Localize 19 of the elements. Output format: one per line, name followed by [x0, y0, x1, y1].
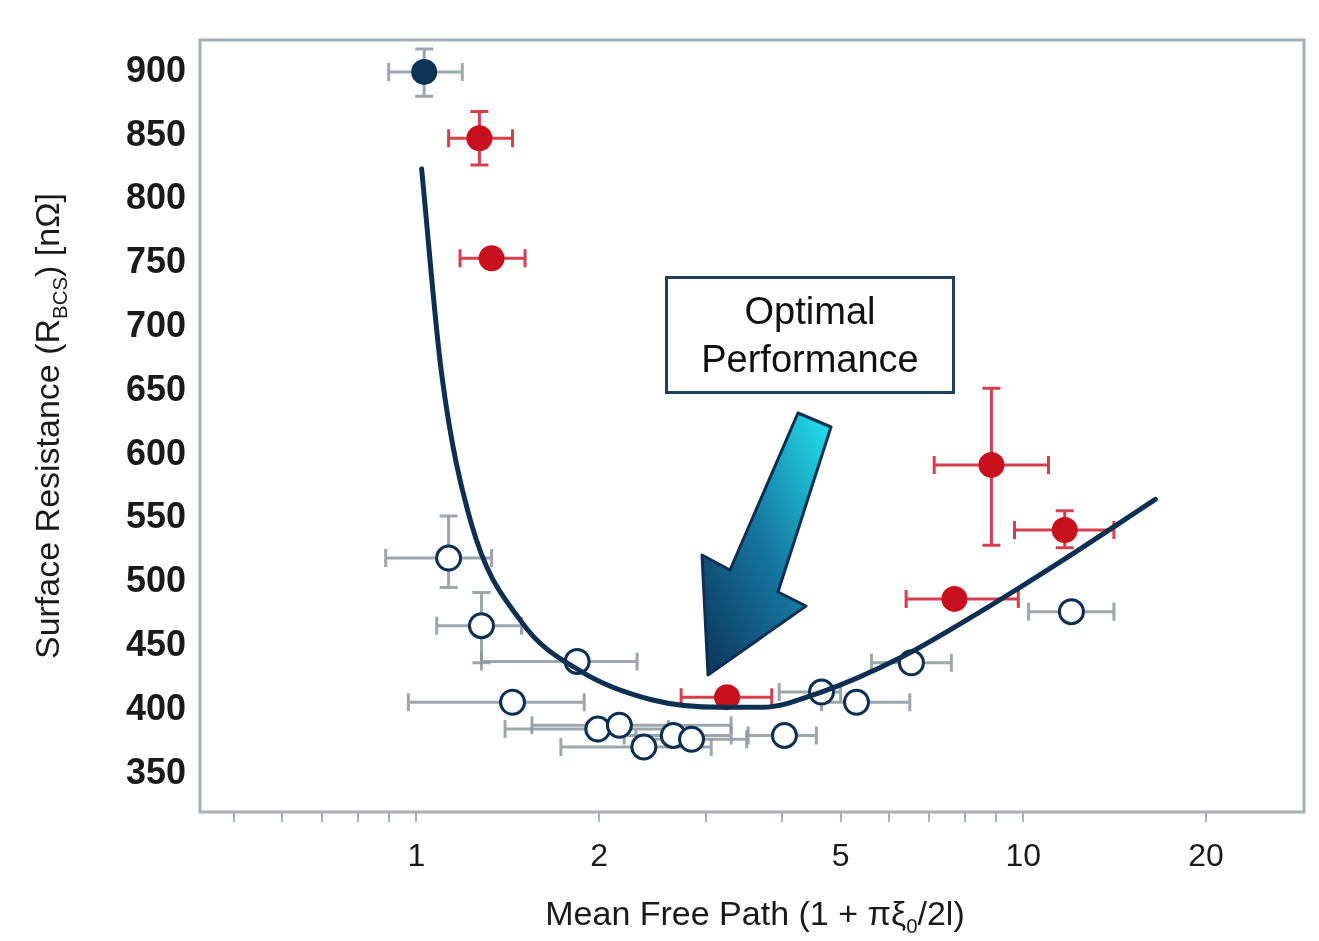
y-tick-label: 700 — [125, 304, 186, 346]
y-tick-label: 850 — [125, 112, 186, 154]
annotation: Optimal Performance — [665, 276, 955, 394]
y-tick-label: 350 — [125, 750, 186, 792]
x-tick-label: 10 — [1005, 837, 1042, 874]
x-tick-label: 1 — [407, 837, 426, 874]
x-tick-label: 20 — [1188, 837, 1224, 874]
x-tick-label: 5 — [831, 837, 850, 874]
y-tick-label: 750 — [125, 240, 186, 282]
y-tick-label: 450 — [125, 623, 186, 665]
y-tick-label: 400 — [125, 686, 186, 728]
y-tick-label: 500 — [125, 559, 186, 601]
x-axis-title: Mean Free Path (1 + πξ$_{0}$/2l) — [545, 894, 965, 938]
y-tick-label: 800 — [125, 176, 186, 218]
y-tick-label: 550 — [125, 495, 186, 537]
x-tick-label: 2 — [590, 837, 609, 874]
y-tick-label: 600 — [125, 431, 186, 473]
y-tick-label: 650 — [125, 367, 186, 409]
y-tick-label: 900 — [125, 48, 186, 90]
